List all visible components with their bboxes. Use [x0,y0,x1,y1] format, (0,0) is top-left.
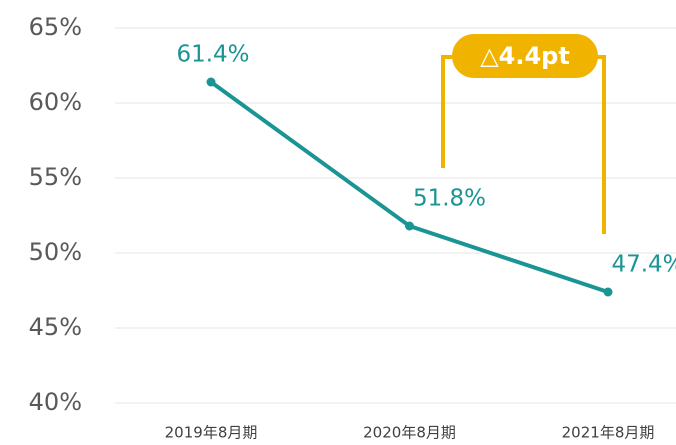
x-tick-label: 2020年8月期 [363,424,456,442]
annotation-text: △4.4pt [480,42,570,70]
y-tick-label: 60% [29,88,82,116]
x-tick-label: 2021年8月期 [562,424,655,442]
annotation: △4.4pt [441,34,606,234]
value-label: 61.4% [176,42,249,68]
x-tick-label: 2019年8月期 [165,424,258,442]
value-label: 51.8% [413,186,486,212]
y-tick-label: 55% [29,163,82,191]
value-label: 47.4% [611,252,676,278]
point [206,77,216,87]
annotation-badge [452,34,598,78]
line [209,80,609,294]
point [603,287,613,297]
y-tick-label: 50% [29,238,82,266]
y-tick-label: 65% [29,13,82,41]
point [405,221,414,231]
y-tick-label: 40% [29,388,82,416]
y-tick-label: 45% [29,313,82,341]
